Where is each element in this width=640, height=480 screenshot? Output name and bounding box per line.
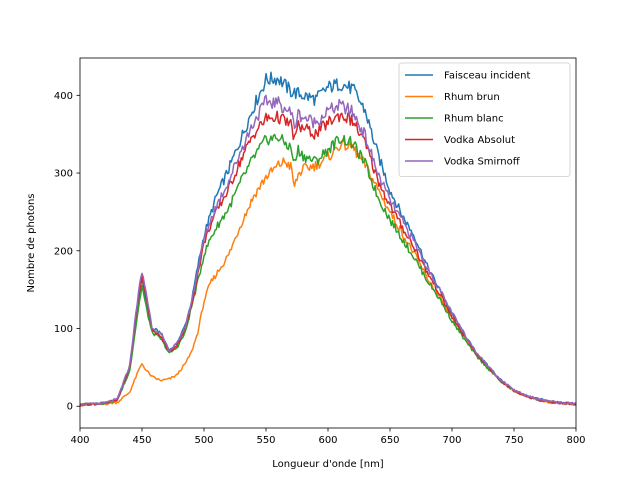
y-tick-label: 300 xyxy=(54,169,73,180)
x-tick-label: 450 xyxy=(132,435,151,446)
legend-label: Rhum brun xyxy=(444,92,500,103)
y-tick-label: 400 xyxy=(54,91,73,102)
x-tick-label: 750 xyxy=(504,435,523,446)
y-tick-label: 0 xyxy=(67,402,73,413)
x-tick-label: 400 xyxy=(70,435,89,446)
x-tick-label: 700 xyxy=(442,435,461,446)
legend-label: Faisceau incident xyxy=(444,71,530,82)
y-axis: 0 100 200 300 400 xyxy=(54,91,80,413)
series-layer xyxy=(79,71,577,408)
legend-label: Rhum blanc xyxy=(444,114,504,125)
x-tick-label: 550 xyxy=(256,435,275,446)
x-axis: 400 450 500 550 600 650 700 750 800 xyxy=(70,428,586,446)
legend-box xyxy=(398,62,571,177)
x-tick-label: 800 xyxy=(566,435,585,446)
x-tick-label: 600 xyxy=(318,435,337,446)
x-tick-label: 500 xyxy=(194,435,213,446)
legend-label: Vodka Absolut xyxy=(444,135,515,146)
legend-label: Vodka Smirnoff xyxy=(444,157,521,168)
legend: Faisceau incident Rhum brun Rhum blanc Vodk… xyxy=(398,62,571,177)
series-line-5 xyxy=(79,94,577,407)
y-tick-label: 200 xyxy=(54,246,73,257)
y-axis-title: Nombre de photons xyxy=(26,194,37,293)
x-axis-title: Longueur d'onde [nm] xyxy=(272,459,384,470)
y-tick-label: 100 xyxy=(54,324,73,335)
x-tick-label: 650 xyxy=(380,435,399,446)
